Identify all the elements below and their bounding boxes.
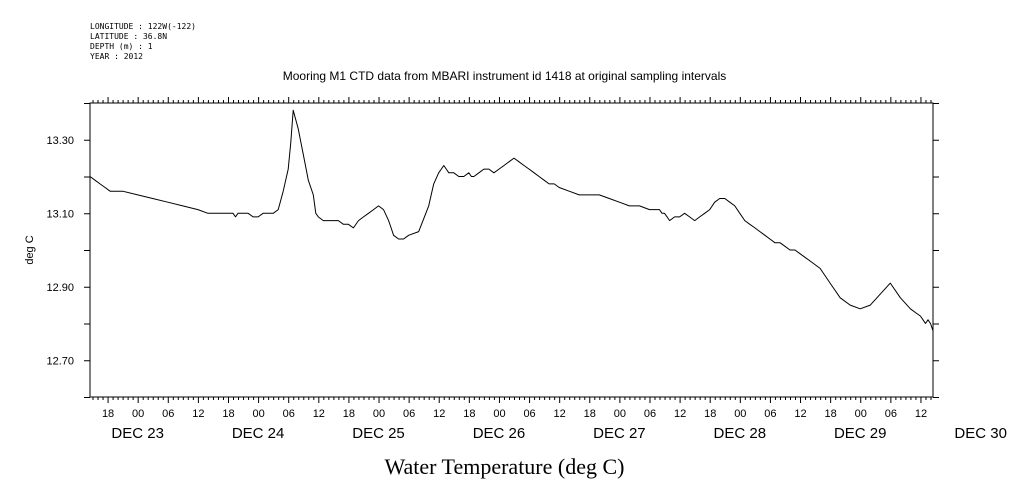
x-hour-tick-label: 18 <box>102 408 114 420</box>
x-hour-tick-label: 06 <box>283 408 295 420</box>
x-hour-tick-label: 12 <box>433 408 445 420</box>
x-day-label: DEC 27 <box>593 425 646 442</box>
x-hour-tick-label: 18 <box>704 408 716 420</box>
x-hour-tick-label: 00 <box>855 408 867 420</box>
x-hour-tick-label: 18 <box>343 408 355 420</box>
meta-latitude: LATITUDE : 36.8N <box>90 32 168 41</box>
y-tick-label: 12.90 <box>46 282 74 294</box>
x-hour-tick-label: 12 <box>915 408 927 420</box>
x-hour-tick-label: 00 <box>734 408 746 420</box>
plot-frame <box>89 102 934 398</box>
x-hour-tick-label: 18 <box>825 408 837 420</box>
x-hour-tick-label: 18 <box>222 408 234 420</box>
x-day-label: DEC 26 <box>473 425 526 442</box>
x-hour-tick-label: 00 <box>252 408 264 420</box>
x-hour-tick-label: 06 <box>403 408 415 420</box>
x-day-label: DEC 29 <box>834 425 887 442</box>
meta-block: LONGITUDE : 122W(-122) LATITUDE : 36.8N … <box>90 22 196 62</box>
x-hour-tick-label: 00 <box>132 408 144 420</box>
meta-year: YEAR : 2012 <box>90 52 143 61</box>
x-day-label: DEC 28 <box>714 425 767 442</box>
y-tick-label: 12.70 <box>46 355 74 367</box>
x-hour-tick-label: 06 <box>162 408 174 420</box>
x-hour-tick-label: 18 <box>584 408 596 420</box>
x-hour-tick-label: 12 <box>794 408 806 420</box>
y-tick-label: 13.10 <box>46 208 74 220</box>
x-hour-tick-label: 06 <box>644 408 656 420</box>
x-day-label: DEC 25 <box>352 425 405 442</box>
y-axis-label: deg C <box>24 235 36 265</box>
x-day-label: DEC 30 <box>954 425 1007 442</box>
x-hour-tick-label: 12 <box>192 408 204 420</box>
x-hour-tick-label: 12 <box>554 408 566 420</box>
chart-title: Mooring M1 CTD data from MBARI instrumen… <box>282 69 727 83</box>
x-hour-tick-label: 06 <box>885 408 897 420</box>
x-hour-tick-label: 00 <box>373 408 385 420</box>
x-hour-tick-label: 18 <box>463 408 475 420</box>
x-hour-tick-label: 06 <box>764 408 776 420</box>
x-hour-tick-label: 00 <box>614 408 626 420</box>
x-hour-tick-label: 00 <box>493 408 505 420</box>
x-axis-title: Water Temperature (deg C) <box>384 454 625 479</box>
series-line <box>89 109 934 332</box>
x-hour-tick-label: 12 <box>313 408 325 420</box>
meta-depth: DEPTH (m) : 1 <box>90 42 153 51</box>
x-hour-tick-label: 06 <box>523 408 535 420</box>
meta-longitude: LONGITUDE : 122W(-122) <box>90 22 196 31</box>
x-day-label: DEC 24 <box>232 425 285 442</box>
x-hour-tick-label: 12 <box>674 408 686 420</box>
x-day-label: DEC 23 <box>111 425 164 442</box>
y-tick-label: 13.30 <box>46 135 74 147</box>
